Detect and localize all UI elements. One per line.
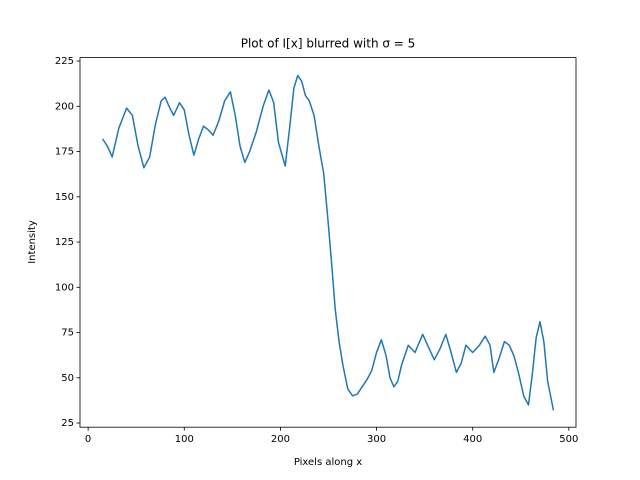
x-axis-label: Pixels along x xyxy=(294,457,362,468)
chart-title: Plot of I[x] blurred with σ = 5 xyxy=(241,37,416,51)
x-tick-label: 100 xyxy=(175,434,194,445)
y-tick-label: 100 xyxy=(55,282,74,293)
y-tick-label: 25 xyxy=(61,418,74,429)
x-tick-label: 300 xyxy=(367,434,386,445)
x-tick-label: 500 xyxy=(559,434,578,445)
plot-frame xyxy=(79,57,577,428)
y-tick-label: 200 xyxy=(55,101,74,112)
y-tick-label: 75 xyxy=(61,328,74,339)
x-tick-label: 200 xyxy=(271,434,290,445)
x-tick-label: 400 xyxy=(463,434,482,445)
y-tick-label: 50 xyxy=(61,373,74,384)
y-tick-label: 125 xyxy=(55,237,74,248)
y-tick-label: 225 xyxy=(55,56,74,67)
y-tick-label: 150 xyxy=(55,192,74,203)
x-tick-label: 0 xyxy=(85,434,91,445)
data-line xyxy=(101,74,555,411)
y-axis-label: Intensity xyxy=(27,220,38,264)
y-tick-label: 175 xyxy=(55,147,74,158)
